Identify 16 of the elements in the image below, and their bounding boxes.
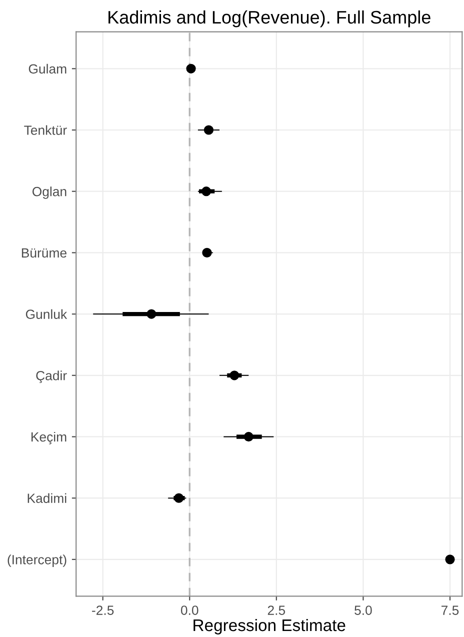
x-tick-label: 7.5 <box>442 606 459 615</box>
x-tick-label: 5.0 <box>354 606 372 615</box>
y-tick-label: Tenktür <box>24 125 67 135</box>
y-tick-label: (Intercept) <box>8 554 66 567</box>
y-tick-label: Bürüme <box>22 248 66 258</box>
y-tick-label: Çadir <box>36 370 67 383</box>
y-tick-label: Keçim <box>31 432 66 444</box>
y-tick-label: Gunluk <box>26 309 68 319</box>
x-tick-label: -2.5 <box>92 606 114 615</box>
x-axis-title: Regression Estimate <box>194 618 346 634</box>
x-tick-label: 0.0 <box>180 606 198 615</box>
y-tick-label: Oglan <box>32 186 66 199</box>
y-tick-label: Kadimi <box>28 493 66 503</box>
x-tick-label: 2.5 <box>268 606 286 615</box>
y-tick-label: Gulam <box>28 64 66 74</box>
chart-title: Kadimis and Log(Revenue). Full Sample <box>108 10 430 28</box>
